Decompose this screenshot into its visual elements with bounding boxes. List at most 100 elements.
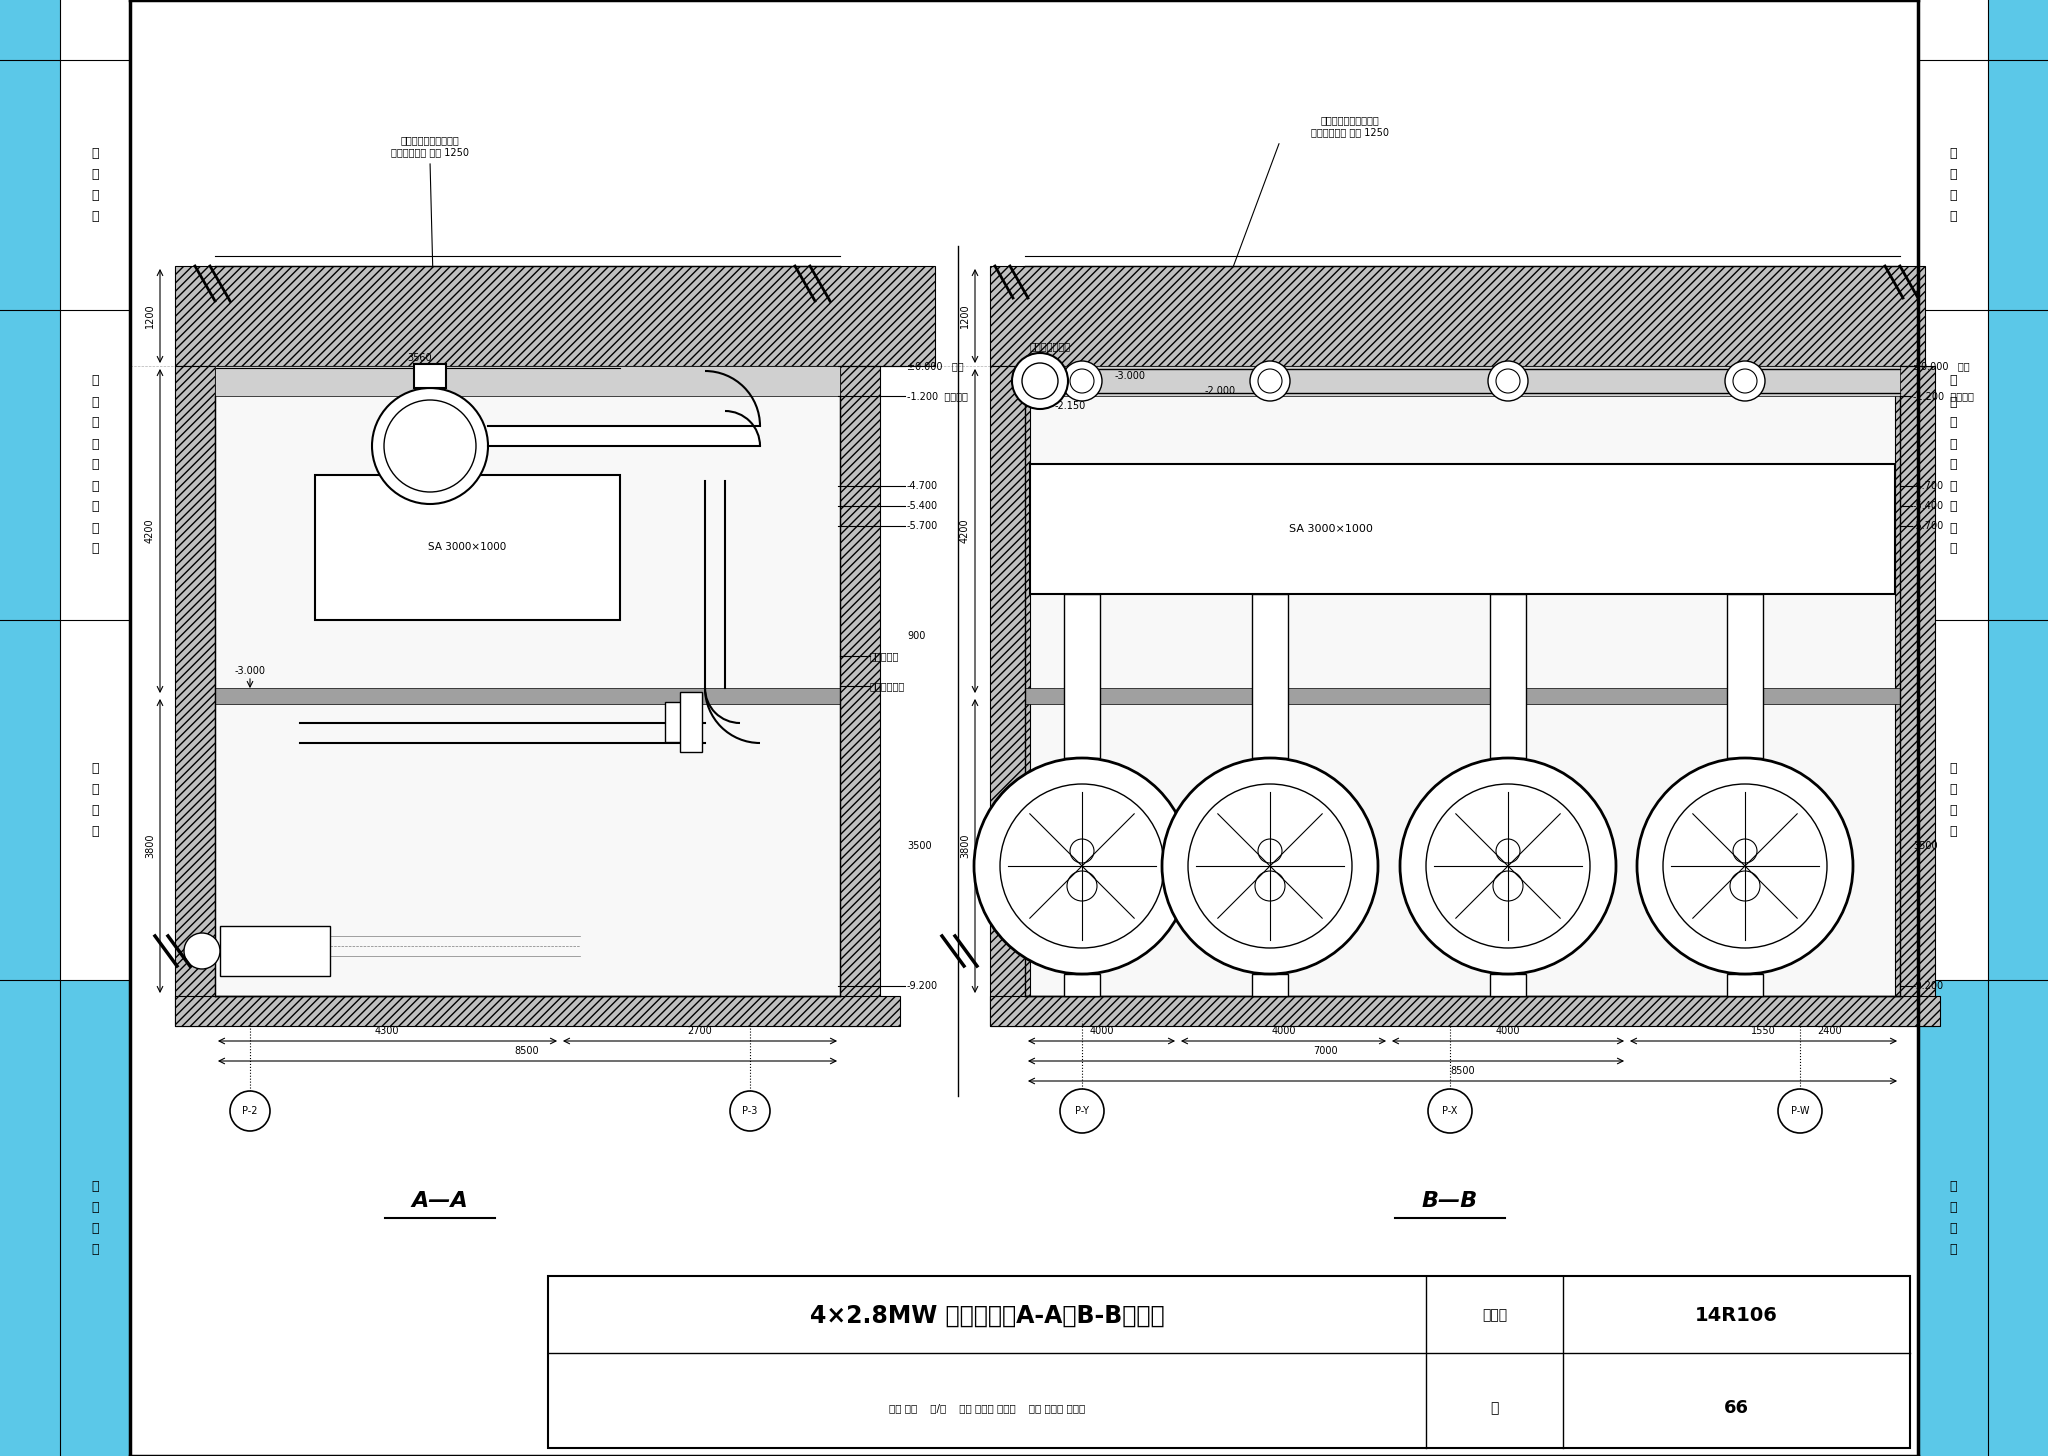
Text: 8500: 8500 (1450, 1066, 1475, 1076)
Text: B—B: B—B (1421, 1191, 1479, 1211)
Text: 烟道电动蝶阀: 烟道电动蝶阀 (870, 681, 905, 692)
Text: SA 3000×1000: SA 3000×1000 (1290, 524, 1374, 534)
Text: 1550: 1550 (1751, 1026, 1776, 1037)
Circle shape (1489, 361, 1528, 400)
Bar (215, 689, 840, 705)
Text: -4.700: -4.700 (1913, 480, 1944, 491)
Text: P-3: P-3 (741, 1107, 758, 1115)
Text: 烟道爆破片: 烟道爆破片 (870, 651, 899, 661)
Bar (1030, 464, 1894, 594)
Text: -5.400: -5.400 (1913, 501, 1944, 511)
Circle shape (1249, 361, 1290, 400)
Text: 编
制
说
明: 编 制 说 明 (1950, 1179, 1956, 1257)
Text: 2700: 2700 (688, 1026, 713, 1037)
Bar (215, 365, 840, 396)
Text: -9.200: -9.200 (1913, 981, 1944, 992)
Bar (1491, 594, 1526, 759)
Bar (1024, 365, 1901, 396)
Bar (1065, 594, 1100, 759)
Text: 3560: 3560 (408, 352, 432, 363)
Bar (1024, 689, 1901, 705)
Text: P-W: P-W (1790, 1107, 1808, 1115)
Text: 4000: 4000 (1090, 1026, 1114, 1037)
Bar (1251, 974, 1288, 996)
Text: 8500: 8500 (514, 1045, 539, 1056)
Circle shape (729, 1091, 770, 1131)
Text: 预置式双层不锈鑄烟道
锅炉烟道母管 内径 1250: 预置式双层不锈鑄烟道 锅炉烟道母管 内径 1250 (391, 135, 469, 157)
Circle shape (1061, 1089, 1104, 1133)
Bar (680, 692, 702, 751)
Circle shape (1778, 1089, 1823, 1133)
Text: 编
制
说
明: 编 制 说 明 (92, 1179, 98, 1257)
Text: A—A: A—A (412, 1191, 469, 1211)
Circle shape (1427, 1089, 1473, 1133)
Bar (414, 364, 446, 387)
Text: 3500: 3500 (907, 842, 932, 850)
Text: -2.150: -2.150 (1055, 400, 1085, 411)
Bar (1919, 980, 1989, 1456)
Text: 66: 66 (1724, 1399, 1749, 1418)
Text: ±0.000   綦化: ±0.000 綦化 (907, 361, 965, 371)
Bar (1919, 0, 1989, 1456)
Text: 工
程
实
例: 工 程 实 例 (92, 147, 98, 223)
Text: 4×2.8MW 热水锅炉房A-A、B-B剪面图: 4×2.8MW 热水锅炉房A-A、B-B剪面图 (809, 1303, 1165, 1328)
Bar (487, 427, 760, 446)
Bar (1726, 974, 1763, 996)
Bar (219, 926, 330, 976)
Text: SA 3000×1000: SA 3000×1000 (428, 543, 506, 552)
Text: P-X: P-X (1442, 1107, 1458, 1115)
Text: 7000: 7000 (1313, 1045, 1337, 1056)
Circle shape (1063, 361, 1102, 400)
Text: 2400: 2400 (1819, 1026, 1843, 1037)
Text: 4200: 4200 (961, 518, 971, 543)
Text: 页: 页 (1491, 1402, 1499, 1415)
Text: -5.700: -5.700 (907, 521, 938, 531)
Text: -1.200  地下一层: -1.200 地下一层 (907, 392, 969, 400)
Bar (989, 266, 1925, 365)
Text: -2.000: -2.000 (1204, 386, 1235, 396)
Circle shape (1401, 759, 1616, 974)
Bar (1894, 365, 1935, 1026)
Text: 900: 900 (907, 630, 926, 641)
Circle shape (975, 759, 1190, 974)
Bar (59, 0, 129, 1456)
Text: 设
计
技
术
原
则
与
要
点: 设 计 技 术 原 则 与 要 点 (92, 374, 98, 556)
Text: 3500: 3500 (1913, 842, 1937, 850)
Bar (315, 475, 621, 620)
Text: -5.700: -5.700 (1913, 521, 1944, 531)
Bar (174, 996, 899, 1026)
Text: 预置式双层不锈鑄烟道
锅炉烟道母管 内径 1250: 预置式双层不锈鑄烟道 锅炉烟道母管 内径 1250 (1311, 115, 1389, 137)
Text: 审核 昌宁    叶/欠    校对 毛雅芳 毛稚芳    设计 叶晓翠 叶晓翠: 审核 昌宁 叶/欠 校对 毛雅芳 毛稚芳 设计 叶晓翠 叶晓翠 (889, 1404, 1085, 1414)
Circle shape (1161, 759, 1378, 974)
Text: -5.400: -5.400 (907, 501, 938, 511)
Text: 部分进楼口剪面: 部分进楼口剪面 (1030, 341, 1071, 351)
Circle shape (373, 387, 487, 504)
Text: 相
关
术
语: 相 关 术 语 (92, 761, 98, 839)
Circle shape (184, 933, 219, 970)
Bar (174, 365, 215, 1026)
Bar (549, 1275, 1911, 1449)
Text: 相
关
术
语: 相 关 术 语 (1950, 761, 1956, 839)
Circle shape (1724, 361, 1765, 400)
Text: P-Y: P-Y (1075, 1107, 1090, 1115)
Text: -3.000: -3.000 (1114, 371, 1145, 381)
Circle shape (229, 1091, 270, 1131)
Text: 设
计
技
术
原
则
与
要
点: 设 计 技 术 原 则 与 要 点 (1950, 374, 1956, 556)
Bar (0, 0, 59, 1456)
Text: 4000: 4000 (1495, 1026, 1520, 1037)
Circle shape (1636, 759, 1853, 974)
Bar (1251, 594, 1288, 759)
Bar (666, 702, 686, 743)
Text: 工
程
实
例: 工 程 实 例 (1950, 147, 1956, 223)
Text: -4.700: -4.700 (907, 480, 938, 491)
Text: 4200: 4200 (145, 518, 156, 543)
Bar (1491, 974, 1526, 996)
Text: -9.200: -9.200 (907, 981, 938, 992)
Circle shape (1012, 352, 1067, 409)
Bar (840, 365, 881, 1026)
Text: 4300: 4300 (375, 1026, 399, 1037)
Text: ±0.000   綦化: ±0.000 綦化 (1913, 361, 1970, 371)
Bar (989, 365, 1030, 1026)
Text: -1.200  地下一层: -1.200 地下一层 (1913, 392, 1974, 400)
Bar (1989, 0, 2048, 1456)
